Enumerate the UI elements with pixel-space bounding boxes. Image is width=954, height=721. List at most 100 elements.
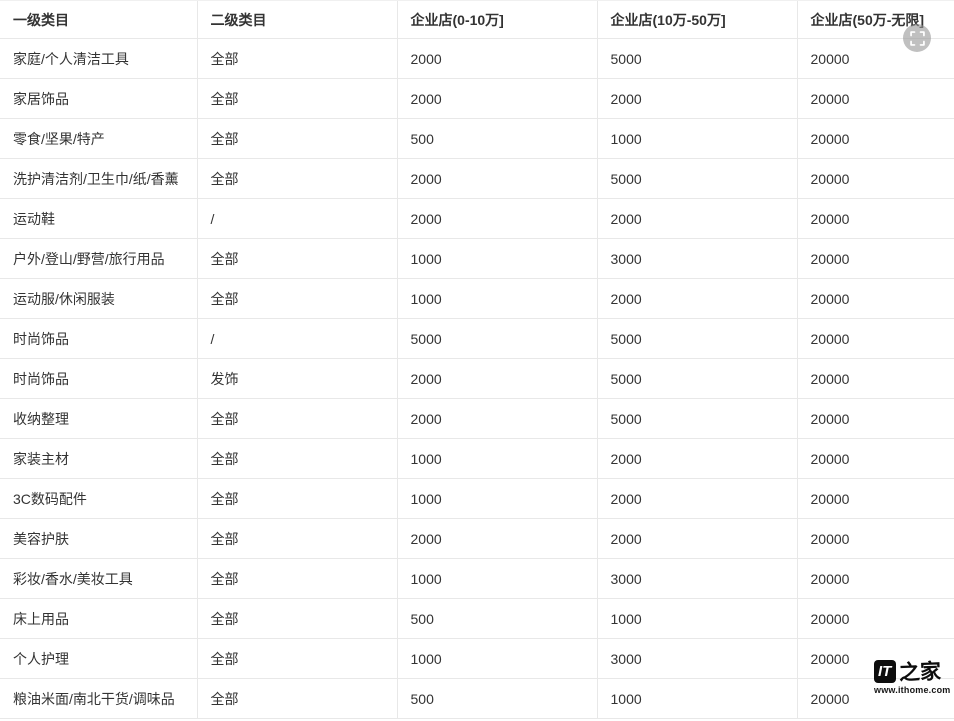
cell-quota2: 1000 [596, 598, 797, 639]
table-row: 运动鞋 / 2000 2000 20000 [0, 198, 954, 239]
column-header-tier2: 企业店(10万-50万] [596, 0, 797, 39]
cell-quota1: 1000 [396, 438, 597, 479]
cell-quota2: 2000 [596, 278, 797, 319]
cell-quota3: 20000 [796, 318, 954, 359]
cell-quota1: 1000 [396, 478, 597, 519]
table-row: 家装主材 全部 1000 2000 20000 [0, 438, 954, 479]
cell-category1: 彩妆/香水/美妆工具 [0, 558, 197, 599]
cell-quota2: 3000 [596, 558, 797, 599]
cell-quota1: 2000 [396, 518, 597, 559]
cell-quota2: 3000 [596, 638, 797, 679]
ithome-watermark: IT 之家 www.ithome.com [874, 658, 952, 695]
cell-category2: 全部 [196, 478, 397, 519]
cell-category2: 全部 [196, 278, 397, 319]
cell-quota3: 20000 [796, 398, 954, 439]
cell-quota1: 5000 [396, 318, 597, 359]
ithome-logo: IT 之家 [874, 658, 942, 685]
cell-quota3: 20000 [796, 598, 954, 639]
cell-category1: 床上用品 [0, 598, 197, 639]
cell-quota2: 5000 [596, 398, 797, 439]
cell-category1: 粮油米面/南北干货/调味品 [0, 678, 197, 719]
cell-quota1: 1000 [396, 558, 597, 599]
cell-category1: 家居饰品 [0, 78, 197, 119]
cell-quota1: 1000 [396, 278, 597, 319]
table-row: 家庭/个人清洁工具 全部 2000 5000 20000 [0, 38, 954, 79]
cell-category2: 全部 [196, 158, 397, 199]
cell-quota3: 20000 [796, 238, 954, 279]
table-row: 床上用品 全部 500 1000 20000 [0, 598, 954, 639]
cell-quota1: 1000 [396, 238, 597, 279]
cell-quota3: 20000 [796, 158, 954, 199]
cell-category2: 全部 [196, 78, 397, 119]
table-row: 洗护清洁剂/卫生巾/纸/香薰 全部 2000 5000 20000 [0, 158, 954, 199]
table-row: 时尚饰品 发饰 2000 5000 20000 [0, 358, 954, 399]
cell-category2: 全部 [196, 118, 397, 159]
cell-quota2: 3000 [596, 238, 797, 279]
cell-category1: 运动鞋 [0, 198, 197, 239]
cell-category1: 洗护清洁剂/卫生巾/纸/香薰 [0, 158, 197, 199]
cell-category2: 全部 [196, 438, 397, 479]
column-header-level2: 二级类目 [196, 0, 397, 39]
cell-category1: 个人护理 [0, 638, 197, 679]
cell-category1: 时尚饰品 [0, 358, 197, 399]
cell-category1: 户外/登山/野营/旅行用品 [0, 238, 197, 279]
cell-quota2: 2000 [596, 478, 797, 519]
fullscreen-expand-icon [909, 30, 925, 46]
cell-quota2: 2000 [596, 78, 797, 119]
table-row: 零食/坚果/特产 全部 500 1000 20000 [0, 118, 954, 159]
ithome-url: www.ithome.com [874, 685, 951, 695]
cell-quota1: 2000 [396, 38, 597, 79]
cell-category2: 全部 [196, 398, 397, 439]
cell-quota1: 2000 [396, 78, 597, 119]
table-row: 美容护肤 全部 2000 2000 20000 [0, 518, 954, 559]
cell-category2: 全部 [196, 518, 397, 559]
cell-category1: 3C数码配件 [0, 478, 197, 519]
table-header-row: 一级类目 二级类目 企业店(0-10万] 企业店(10万-50万] 企业店(50… [0, 0, 954, 39]
cell-quota1: 500 [396, 118, 597, 159]
column-header-tier3: 企业店(50万-无限] [796, 0, 954, 39]
cell-quota2: 2000 [596, 438, 797, 479]
cell-quota1: 1000 [396, 638, 597, 679]
cell-quota3: 20000 [796, 78, 954, 119]
table-row: 粮油米面/南北干货/调味品 全部 500 1000 20000 [0, 678, 954, 719]
column-header-tier1: 企业店(0-10万] [396, 0, 597, 39]
cell-category2: 全部 [196, 678, 397, 719]
cell-quota3: 20000 [796, 438, 954, 479]
cell-quota1: 2000 [396, 198, 597, 239]
table-row: 家居饰品 全部 2000 2000 20000 [0, 78, 954, 119]
cell-quota2: 2000 [596, 198, 797, 239]
cell-quota3: 20000 [796, 358, 954, 399]
cell-quota2: 1000 [596, 118, 797, 159]
cell-category1: 家装主材 [0, 438, 197, 479]
cell-category2: / [196, 198, 397, 239]
fullscreen-button[interactable] [903, 24, 931, 52]
cell-category1: 零食/坚果/特产 [0, 118, 197, 159]
cell-category1: 时尚饰品 [0, 318, 197, 359]
cell-quota3: 20000 [796, 38, 954, 79]
cell-category1: 美容护肤 [0, 518, 197, 559]
cell-category1: 家庭/个人清洁工具 [0, 38, 197, 79]
cell-category2: 全部 [196, 598, 397, 639]
cell-quota3: 20000 [796, 278, 954, 319]
cell-quota3: 20000 [796, 478, 954, 519]
cell-category1: 收纳整理 [0, 398, 197, 439]
cell-category2: / [196, 318, 397, 359]
cell-quota1: 2000 [396, 358, 597, 399]
cell-quota3: 20000 [796, 678, 954, 719]
cell-quota1: 500 [396, 598, 597, 639]
cell-quota2: 5000 [596, 358, 797, 399]
table-row: 彩妆/香水/美妆工具 全部 1000 3000 20000 [0, 558, 954, 599]
cell-category2: 全部 [196, 38, 397, 79]
table-row: 户外/登山/野营/旅行用品 全部 1000 3000 20000 [0, 238, 954, 279]
cell-category2: 全部 [196, 558, 397, 599]
table-row: 运动服/休闲服装 全部 1000 2000 20000 [0, 278, 954, 319]
cell-quota1: 2000 [396, 158, 597, 199]
cell-quota2: 5000 [596, 38, 797, 79]
cell-quota2: 5000 [596, 318, 797, 359]
cell-quota3: 20000 [796, 198, 954, 239]
cell-quota1: 2000 [396, 398, 597, 439]
ithome-it-logo-icon: IT [874, 660, 897, 683]
cell-quota2: 5000 [596, 158, 797, 199]
cell-category2: 全部 [196, 238, 397, 279]
